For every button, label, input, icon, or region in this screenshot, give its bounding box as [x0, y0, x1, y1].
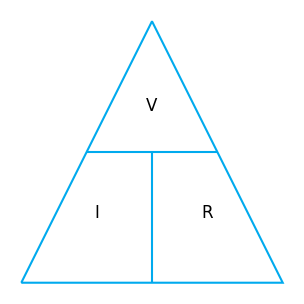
Text: R: R [201, 204, 212, 222]
Text: I: I [95, 204, 100, 222]
Text: V: V [146, 97, 158, 116]
